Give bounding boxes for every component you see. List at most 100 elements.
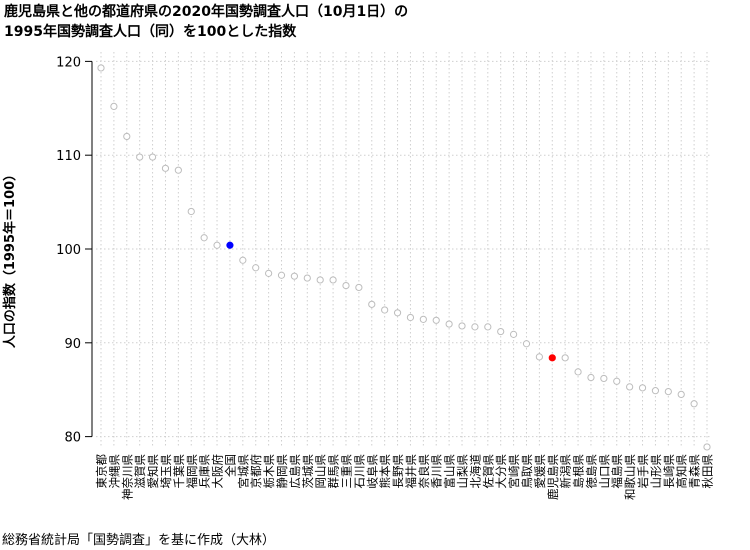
data-point-39 xyxy=(600,374,608,383)
xtick-label-30: 佐賀県 xyxy=(481,454,495,489)
xtick-label-43: 山形県 xyxy=(649,454,663,489)
data-point-11 xyxy=(239,256,247,264)
xtick-label-17: 岡山県 xyxy=(314,454,328,489)
y-ticks: 80 90 100 110 120 xyxy=(56,55,92,446)
data-point-16 xyxy=(303,274,311,282)
data-point-8 xyxy=(200,234,208,242)
xtick-label-40: 福島県 xyxy=(610,454,624,489)
data-point-7 xyxy=(187,207,195,216)
data-point-21 xyxy=(368,300,376,308)
chart-title-line-2: 1995年国勢調査人口（同）を100とした指数 xyxy=(4,24,297,40)
data-point-12 xyxy=(252,264,260,272)
xtick-label-0: 東京都 xyxy=(95,454,109,489)
ytick-label-120: 120 xyxy=(56,55,81,70)
data-point-26 xyxy=(432,316,440,324)
data-point-38 xyxy=(587,373,595,382)
data-point-34 xyxy=(535,353,543,361)
xtick-label-46: 青森県 xyxy=(688,454,702,489)
grid xyxy=(96,52,712,446)
data-point-13 xyxy=(265,269,273,277)
xtick-label-4: 愛知県 xyxy=(146,454,160,489)
xtick-label-9: 大阪府 xyxy=(211,454,225,489)
xtick-label-45: 高知県 xyxy=(675,454,689,489)
xtick-label-29: 北海道 xyxy=(468,454,482,489)
data-point-1 xyxy=(110,102,118,111)
data-point-15 xyxy=(290,272,299,280)
data-point-40 xyxy=(613,377,621,385)
xtick-label-25: 奈良県 xyxy=(417,454,431,489)
chart-title-line-1: 鹿児島県と他の都道府県の2020年国勢調査人口（10月1日）の xyxy=(4,4,409,20)
data-point-9 xyxy=(213,241,221,249)
xtick-label-44: 長崎県 xyxy=(662,454,676,489)
y-axis-label: 人口の指数（1995年＝100） xyxy=(2,168,18,348)
xtick-label-41: 和歌山県 xyxy=(623,454,637,500)
xtick-label-38: 徳島県 xyxy=(584,454,598,489)
xtick-label-34: 愛媛県 xyxy=(533,454,547,489)
xtick-label-22: 熊本県 xyxy=(378,454,392,489)
xtick-label-47: 秋田県 xyxy=(701,454,715,489)
xtick-label-27: 富山県 xyxy=(443,454,457,489)
ytick-label-110: 110 xyxy=(56,149,81,164)
xtick-label-26: 香川県 xyxy=(430,454,444,489)
xtick-label-15: 広島県 xyxy=(288,454,302,489)
xtick-label-2: 神奈川県 xyxy=(120,454,134,500)
xtick-label-7: 福岡県 xyxy=(185,454,199,489)
xtick-label-10: 全国 xyxy=(223,454,237,477)
data-point-20 xyxy=(355,283,363,292)
data-point-14 xyxy=(277,271,286,279)
xtick-label-42: 岩手県 xyxy=(636,454,650,489)
data-point-19 xyxy=(342,281,350,290)
data-point-0 xyxy=(97,64,105,72)
xtick-label-23: 長野県 xyxy=(391,454,405,489)
xtick-label-35: 鹿児島県 xyxy=(546,454,560,500)
xtick-label-11: 宮城県 xyxy=(236,454,250,489)
data-point-2 xyxy=(123,132,131,141)
data-point-47 xyxy=(703,443,711,451)
source-note: 総務省統計局「国勢調査」を基に作成（大林） xyxy=(2,533,276,548)
data-point-36 xyxy=(561,354,569,362)
data-point-25 xyxy=(419,315,427,323)
xtick-label-31: 大分県 xyxy=(494,454,508,489)
xtick-label-14: 静岡県 xyxy=(275,454,289,489)
data-point-30 xyxy=(484,323,492,331)
data-point-5 xyxy=(161,164,170,172)
xtick-label-33: 鳥取県 xyxy=(520,454,534,489)
xtick-label-18: 群馬県 xyxy=(327,454,341,489)
xtick-label-21: 岐阜県 xyxy=(365,454,379,489)
data-point-41 xyxy=(626,383,634,391)
data-point-32 xyxy=(509,330,518,338)
data-point-28 xyxy=(458,322,466,330)
data-point-29 xyxy=(471,323,479,331)
ytick-label-80: 80 xyxy=(64,431,81,446)
xtick-label-36: 新潟県 xyxy=(559,454,573,489)
xtick-label-32: 宮崎県 xyxy=(507,454,521,489)
data-point-4 xyxy=(148,153,157,161)
xtick-label-37: 島根県 xyxy=(572,454,586,489)
data-point-17 xyxy=(316,276,324,284)
xtick-label-16: 茨城県 xyxy=(301,454,315,489)
xtick-label-1: 沖縄県 xyxy=(107,454,121,489)
x-tick-labels: 東京都沖縄県神奈川県滋賀県愛知県埼玉県千葉県福岡県兵庫県大阪府全国宮城県京都府栃… xyxy=(95,454,715,500)
xtick-label-12: 京都府 xyxy=(249,454,263,489)
xtick-label-24: 福井県 xyxy=(404,454,418,489)
xtick-label-6: 千葉県 xyxy=(172,454,186,489)
xtick-label-28: 山梨県 xyxy=(456,454,470,489)
data-points xyxy=(97,64,711,451)
data-point-33 xyxy=(522,340,531,348)
data-point-22 xyxy=(381,306,389,314)
data-point-24 xyxy=(406,313,415,322)
chart-title: 鹿児島県と他の都道府県の2020年国勢調査人口（10月1日）の 1995年国勢調… xyxy=(4,2,408,42)
data-point-35 xyxy=(548,354,556,362)
data-point-23 xyxy=(393,309,402,317)
data-point-44 xyxy=(664,387,672,396)
data-point-3 xyxy=(136,153,144,161)
data-point-46 xyxy=(690,400,698,408)
xtick-label-5: 埼玉県 xyxy=(159,454,173,489)
xtick-label-39: 山口県 xyxy=(597,454,611,489)
xtick-label-19: 三重県 xyxy=(339,454,353,489)
data-point-10 xyxy=(226,241,234,249)
xtick-label-20: 石川県 xyxy=(352,454,366,489)
data-point-43 xyxy=(651,387,660,395)
xtick-label-13: 栃木県 xyxy=(262,454,276,489)
